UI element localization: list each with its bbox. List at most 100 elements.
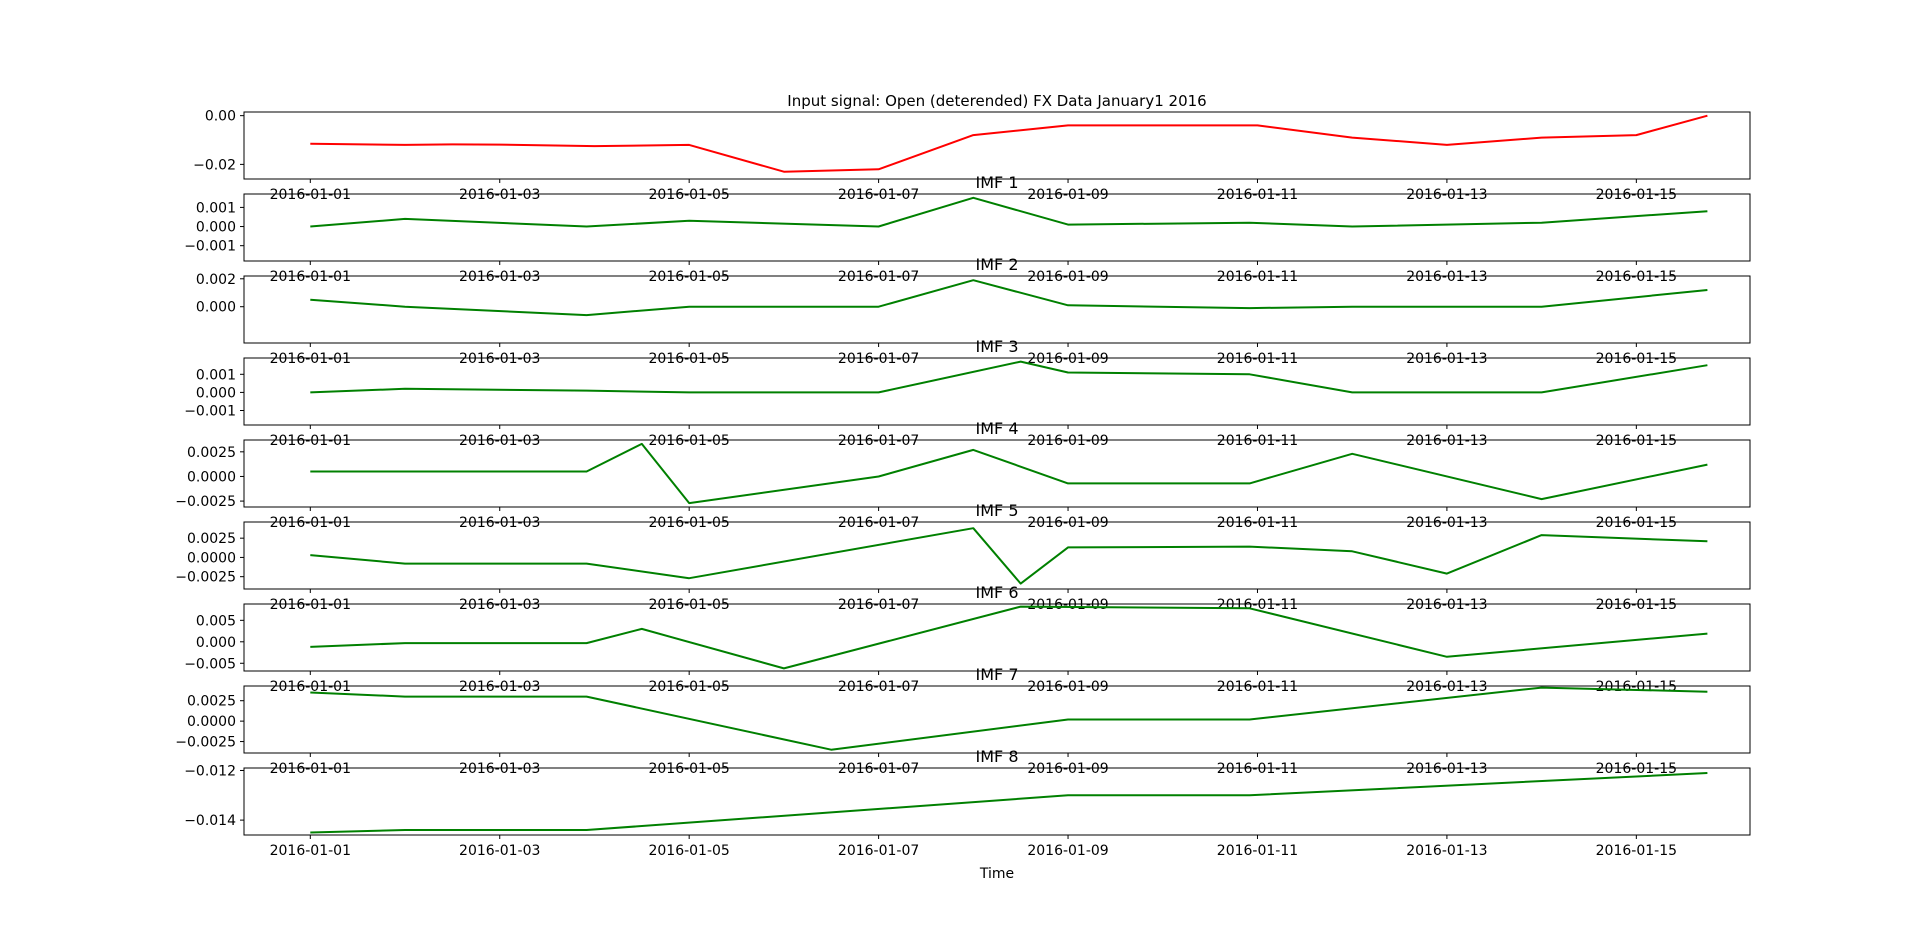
- x-tick-label: 2016-01-07: [838, 433, 919, 449]
- subplot-title: IMF 1: [976, 173, 1019, 192]
- imf-line: [310, 686, 1708, 751]
- x-tick-label: 2016-01-09: [1027, 597, 1108, 613]
- imf-line: [310, 605, 1708, 670]
- y-tick-label: 0.001: [196, 200, 236, 216]
- x-tick-label: 2016-01-11: [1217, 515, 1298, 531]
- x-tick-label: 2016-01-01: [270, 269, 351, 285]
- x-tick-label: 2016-01-03: [459, 187, 540, 203]
- x-tick-label: 2016-01-09: [1027, 351, 1108, 367]
- subplot-title: IMF 8: [976, 747, 1019, 766]
- x-tick-label: 2016-01-05: [648, 515, 729, 531]
- x-tick-label: 2016-01-07: [838, 761, 919, 777]
- x-tick-label: 2016-01-13: [1406, 269, 1487, 285]
- axes-frame: [243, 275, 1751, 344]
- y-tick-label: 0.000: [196, 300, 236, 316]
- x-tick-label: 2016-01-09: [1027, 187, 1108, 203]
- x-tick-label: 2016-01-15: [1596, 597, 1677, 613]
- y-tick-label: 0.001: [196, 367, 236, 383]
- x-tick-label: 2016-01-01: [270, 597, 351, 613]
- x-tick-label: 2016-01-01: [270, 433, 351, 449]
- x-tick-label: 2016-01-05: [648, 843, 729, 859]
- x-tick-label: 2016-01-11: [1217, 679, 1298, 695]
- y-tick-label: 0.0000: [187, 714, 236, 730]
- x-tick-label: 2016-01-01: [270, 351, 351, 367]
- x-tick-label: 2016-01-15: [1596, 433, 1677, 449]
- y-tick-label: −0.014: [184, 813, 236, 829]
- x-tick-label: 2016-01-03: [459, 761, 540, 777]
- subplot-title: IMF 4: [976, 419, 1019, 438]
- x-tick-label: 2016-01-11: [1217, 761, 1298, 777]
- axes-frame: [243, 767, 1751, 836]
- x-tick-label: 2016-01-13: [1406, 433, 1487, 449]
- subplot-title: IMF 6: [976, 583, 1019, 602]
- y-tick-label: 0.002: [196, 272, 236, 288]
- x-tick-label: 2016-01-13: [1406, 515, 1487, 531]
- x-tick-label: 2016-01-09: [1027, 761, 1108, 777]
- x-tick-label: 2016-01-03: [459, 597, 540, 613]
- x-tick-label: 2016-01-11: [1217, 433, 1298, 449]
- imf-line: [310, 527, 1708, 585]
- x-tick-label: 2016-01-03: [459, 515, 540, 531]
- y-tick-label: 0.000: [196, 635, 236, 651]
- x-tick-label: 2016-01-15: [1596, 761, 1677, 777]
- axes-frame: [243, 357, 1751, 426]
- axes-frame: [243, 603, 1751, 672]
- x-tick-label: 2016-01-01: [270, 515, 351, 531]
- axes-frame: [243, 521, 1751, 590]
- x-tick-label: 2016-01-09: [1027, 843, 1108, 859]
- axes-frame: [243, 439, 1751, 508]
- imf-line: [310, 442, 1708, 505]
- x-tick-label: 2016-01-13: [1406, 761, 1487, 777]
- axes-frame: [243, 111, 1751, 180]
- y-tick-label: −0.0025: [175, 494, 236, 510]
- y-tick-label: −0.0025: [175, 570, 236, 586]
- y-tick-label: −0.001: [184, 404, 236, 420]
- x-tick-label: 2016-01-11: [1217, 269, 1298, 285]
- y-tick-label: −0.0025: [175, 735, 236, 751]
- figure-title: Input signal: Open (deterended) FX Data …: [787, 92, 1206, 110]
- x-tick-label: 2016-01-07: [838, 351, 919, 367]
- x-tick-label: 2016-01-09: [1027, 433, 1108, 449]
- x-tick-label: 2016-01-05: [648, 433, 729, 449]
- x-tick-label: 2016-01-05: [648, 597, 729, 613]
- x-tick-label: 2016-01-01: [270, 761, 351, 777]
- x-tick-label: 2016-01-15: [1596, 679, 1677, 695]
- imf-line: [310, 360, 1708, 394]
- input-signal-line: [310, 114, 1708, 173]
- x-tick-label: 2016-01-15: [1596, 269, 1677, 285]
- y-tick-label: 0.000: [196, 385, 236, 401]
- x-tick-label: 2016-01-03: [459, 679, 540, 695]
- x-tick-label: 2016-01-07: [838, 843, 919, 859]
- imf-line: [310, 196, 1708, 228]
- x-tick-label: 2016-01-03: [459, 843, 540, 859]
- x-tick-label: 2016-01-05: [648, 187, 729, 203]
- x-tick-label: 2016-01-05: [648, 351, 729, 367]
- x-tick-label: 2016-01-03: [459, 269, 540, 285]
- x-tick-label: 2016-01-07: [838, 269, 919, 285]
- x-tick-label: 2016-01-09: [1027, 679, 1108, 695]
- imf-line: [310, 772, 1708, 834]
- x-tick-label: 2016-01-01: [270, 843, 351, 859]
- axes-frame: [243, 685, 1751, 754]
- imf-line: [310, 279, 1708, 317]
- x-tick-label: 2016-01-07: [838, 187, 919, 203]
- x-tick-label: 2016-01-05: [648, 761, 729, 777]
- y-tick-label: 0.0000: [187, 550, 236, 566]
- y-tick-label: 0.005: [196, 613, 236, 629]
- x-tick-label: 2016-01-15: [1596, 187, 1677, 203]
- x-tick-label: 2016-01-13: [1406, 679, 1487, 695]
- x-tick-label: 2016-01-05: [648, 269, 729, 285]
- x-tick-label: 2016-01-01: [270, 187, 351, 203]
- y-tick-label: −0.001: [184, 239, 236, 255]
- x-tick-label: 2016-01-13: [1406, 351, 1487, 367]
- y-tick-label: −0.02: [193, 157, 236, 173]
- x-tick-label: 2016-01-13: [1406, 187, 1487, 203]
- x-tick-label: 2016-01-15: [1596, 351, 1677, 367]
- x-tick-label: 2016-01-15: [1596, 515, 1677, 531]
- subplot-title: IMF 3: [976, 337, 1019, 356]
- x-tick-label: 2016-01-07: [838, 597, 919, 613]
- y-tick-label: 0.0000: [187, 469, 236, 485]
- x-tick-label: 2016-01-11: [1217, 351, 1298, 367]
- x-tick-label: 2016-01-01: [270, 679, 351, 695]
